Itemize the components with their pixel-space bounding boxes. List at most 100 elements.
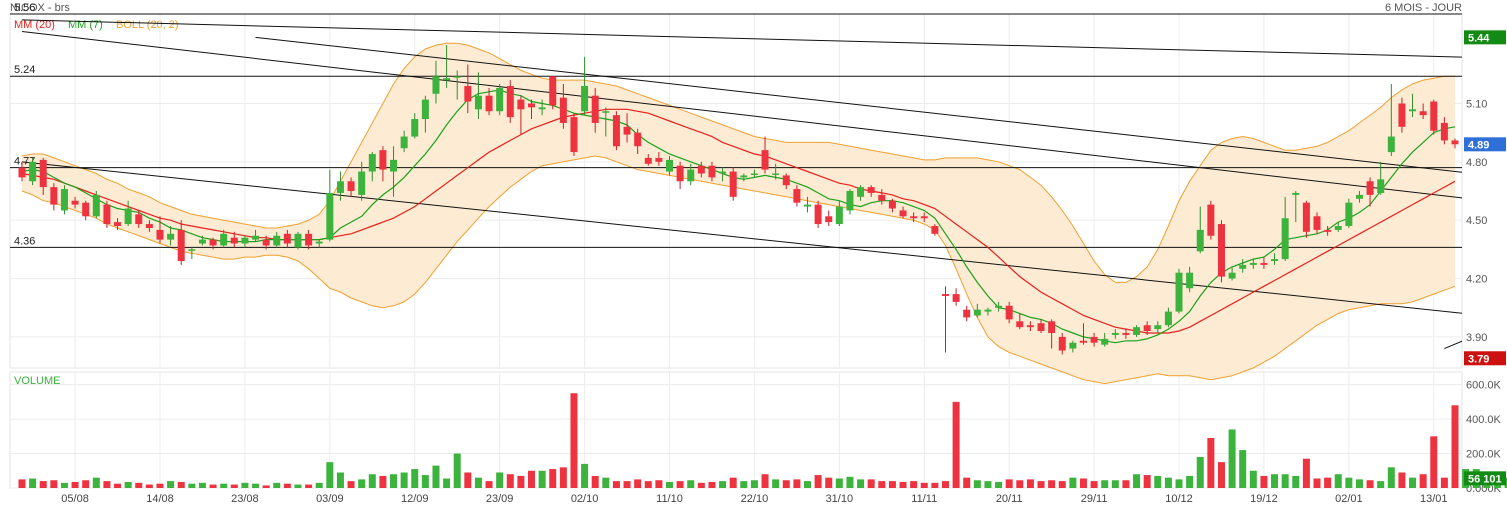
candle-body bbox=[209, 239, 217, 246]
volume-y-tick-label: 600.0K bbox=[1466, 380, 1502, 392]
volume-bar bbox=[1271, 474, 1279, 488]
volume-bar bbox=[1281, 474, 1289, 488]
candle-body bbox=[634, 132, 642, 147]
price-tag-label: 3.79 bbox=[1468, 353, 1489, 365]
volume-bar bbox=[347, 481, 355, 488]
candle-body bbox=[198, 239, 206, 244]
candle-body bbox=[697, 165, 705, 174]
candle-body bbox=[464, 85, 472, 102]
candle-body bbox=[803, 204, 811, 207]
volume-bar bbox=[1111, 480, 1119, 488]
candle-body bbox=[29, 161, 37, 182]
volume-bar bbox=[1154, 475, 1162, 488]
candle-body bbox=[761, 150, 769, 170]
candle-body bbox=[941, 294, 949, 297]
price-tag-label: 4.89 bbox=[1468, 139, 1489, 151]
candle-body bbox=[283, 233, 291, 244]
volume-bar bbox=[1451, 405, 1459, 488]
candle-body bbox=[1164, 311, 1172, 326]
volume-bar bbox=[1355, 479, 1363, 488]
candle-body bbox=[931, 226, 939, 234]
candle-body bbox=[432, 76, 440, 94]
volume-bar bbox=[474, 477, 482, 488]
volume-bar bbox=[1217, 462, 1225, 488]
x-tick-label: 13/01 bbox=[1420, 493, 1448, 505]
candle-body bbox=[655, 157, 663, 162]
volume-bar bbox=[719, 481, 727, 488]
candle-body bbox=[71, 200, 79, 205]
volume-bar bbox=[390, 474, 398, 488]
candle-body bbox=[825, 216, 833, 223]
volume-bar bbox=[1196, 456, 1204, 488]
x-tick-label: 22/10 bbox=[741, 493, 769, 505]
volume-bar bbox=[485, 481, 493, 488]
volume-bar bbox=[931, 482, 939, 488]
volume-bar bbox=[39, 481, 47, 488]
candle-body bbox=[252, 235, 260, 240]
bollinger-lower-line bbox=[21, 155, 1456, 385]
candle-body bbox=[220, 233, 228, 246]
candle-body bbox=[973, 309, 981, 316]
candle-body bbox=[602, 111, 610, 113]
candle-body bbox=[719, 171, 727, 174]
candle-body bbox=[177, 229, 185, 262]
candle-body bbox=[1377, 179, 1385, 193]
candle-body bbox=[910, 216, 918, 219]
x-tick-label: 23/08 bbox=[231, 493, 259, 505]
x-tick-label: 02/01 bbox=[1335, 493, 1363, 505]
volume-bar bbox=[867, 479, 875, 488]
candle-body bbox=[708, 165, 716, 178]
candle-body bbox=[814, 204, 822, 225]
candle-body bbox=[358, 171, 366, 195]
price-tag-bg bbox=[1464, 137, 1506, 152]
y-tick-label: 3.90 bbox=[1466, 332, 1487, 344]
x-tick-label: 05/08 bbox=[61, 493, 89, 505]
volume-bar bbox=[29, 478, 37, 488]
candle-body bbox=[411, 119, 419, 137]
volume-y-tick-label: 200.0K bbox=[1466, 449, 1502, 461]
volume-bar bbox=[1366, 480, 1374, 488]
level-label: 5.56 bbox=[14, 2, 35, 14]
candle-body bbox=[262, 239, 270, 246]
candle-body bbox=[591, 95, 599, 123]
candle-body bbox=[984, 309, 992, 312]
volume-bar bbox=[1079, 478, 1087, 488]
candle-body bbox=[1026, 325, 1034, 328]
candle-body bbox=[729, 171, 737, 197]
candle-body bbox=[1186, 272, 1194, 289]
volume-last-tag-bg bbox=[1464, 471, 1506, 486]
volume-bar bbox=[1048, 480, 1056, 488]
volume-bar bbox=[549, 469, 557, 488]
volume-bar bbox=[1037, 481, 1045, 488]
volume-bar bbox=[432, 465, 440, 488]
volume-bar bbox=[156, 483, 164, 488]
volume-y-tick-label: 400.0K bbox=[1466, 414, 1502, 426]
y-tick-label: 4.80 bbox=[1466, 157, 1487, 169]
candle-body bbox=[963, 309, 971, 318]
candle-body bbox=[443, 78, 451, 81]
volume-bar bbox=[188, 483, 196, 488]
volume-bar bbox=[1440, 477, 1448, 488]
volume-bar bbox=[1398, 472, 1406, 488]
ma7-line bbox=[21, 89, 1456, 344]
volume-bar bbox=[1292, 475, 1300, 488]
volume-bar bbox=[1090, 481, 1098, 488]
candle-body bbox=[506, 85, 514, 118]
candle-body bbox=[368, 154, 376, 172]
candle-body bbox=[474, 95, 482, 110]
x-tick-label: 02/10 bbox=[571, 493, 599, 505]
volume-bar bbox=[517, 475, 525, 488]
candle-body bbox=[1207, 204, 1215, 236]
volume-bar bbox=[464, 472, 472, 488]
candle-body bbox=[570, 117, 578, 153]
volume-bar bbox=[1207, 438, 1215, 488]
volume-bar bbox=[209, 484, 217, 488]
volume-bar bbox=[612, 481, 620, 488]
volume-bar bbox=[825, 477, 833, 488]
volume-bar bbox=[750, 480, 758, 488]
candle-body bbox=[60, 189, 68, 211]
candle-body bbox=[1345, 202, 1353, 227]
volume-bar bbox=[644, 481, 652, 488]
volume-bar bbox=[1228, 429, 1236, 488]
volume-bar bbox=[963, 477, 971, 488]
